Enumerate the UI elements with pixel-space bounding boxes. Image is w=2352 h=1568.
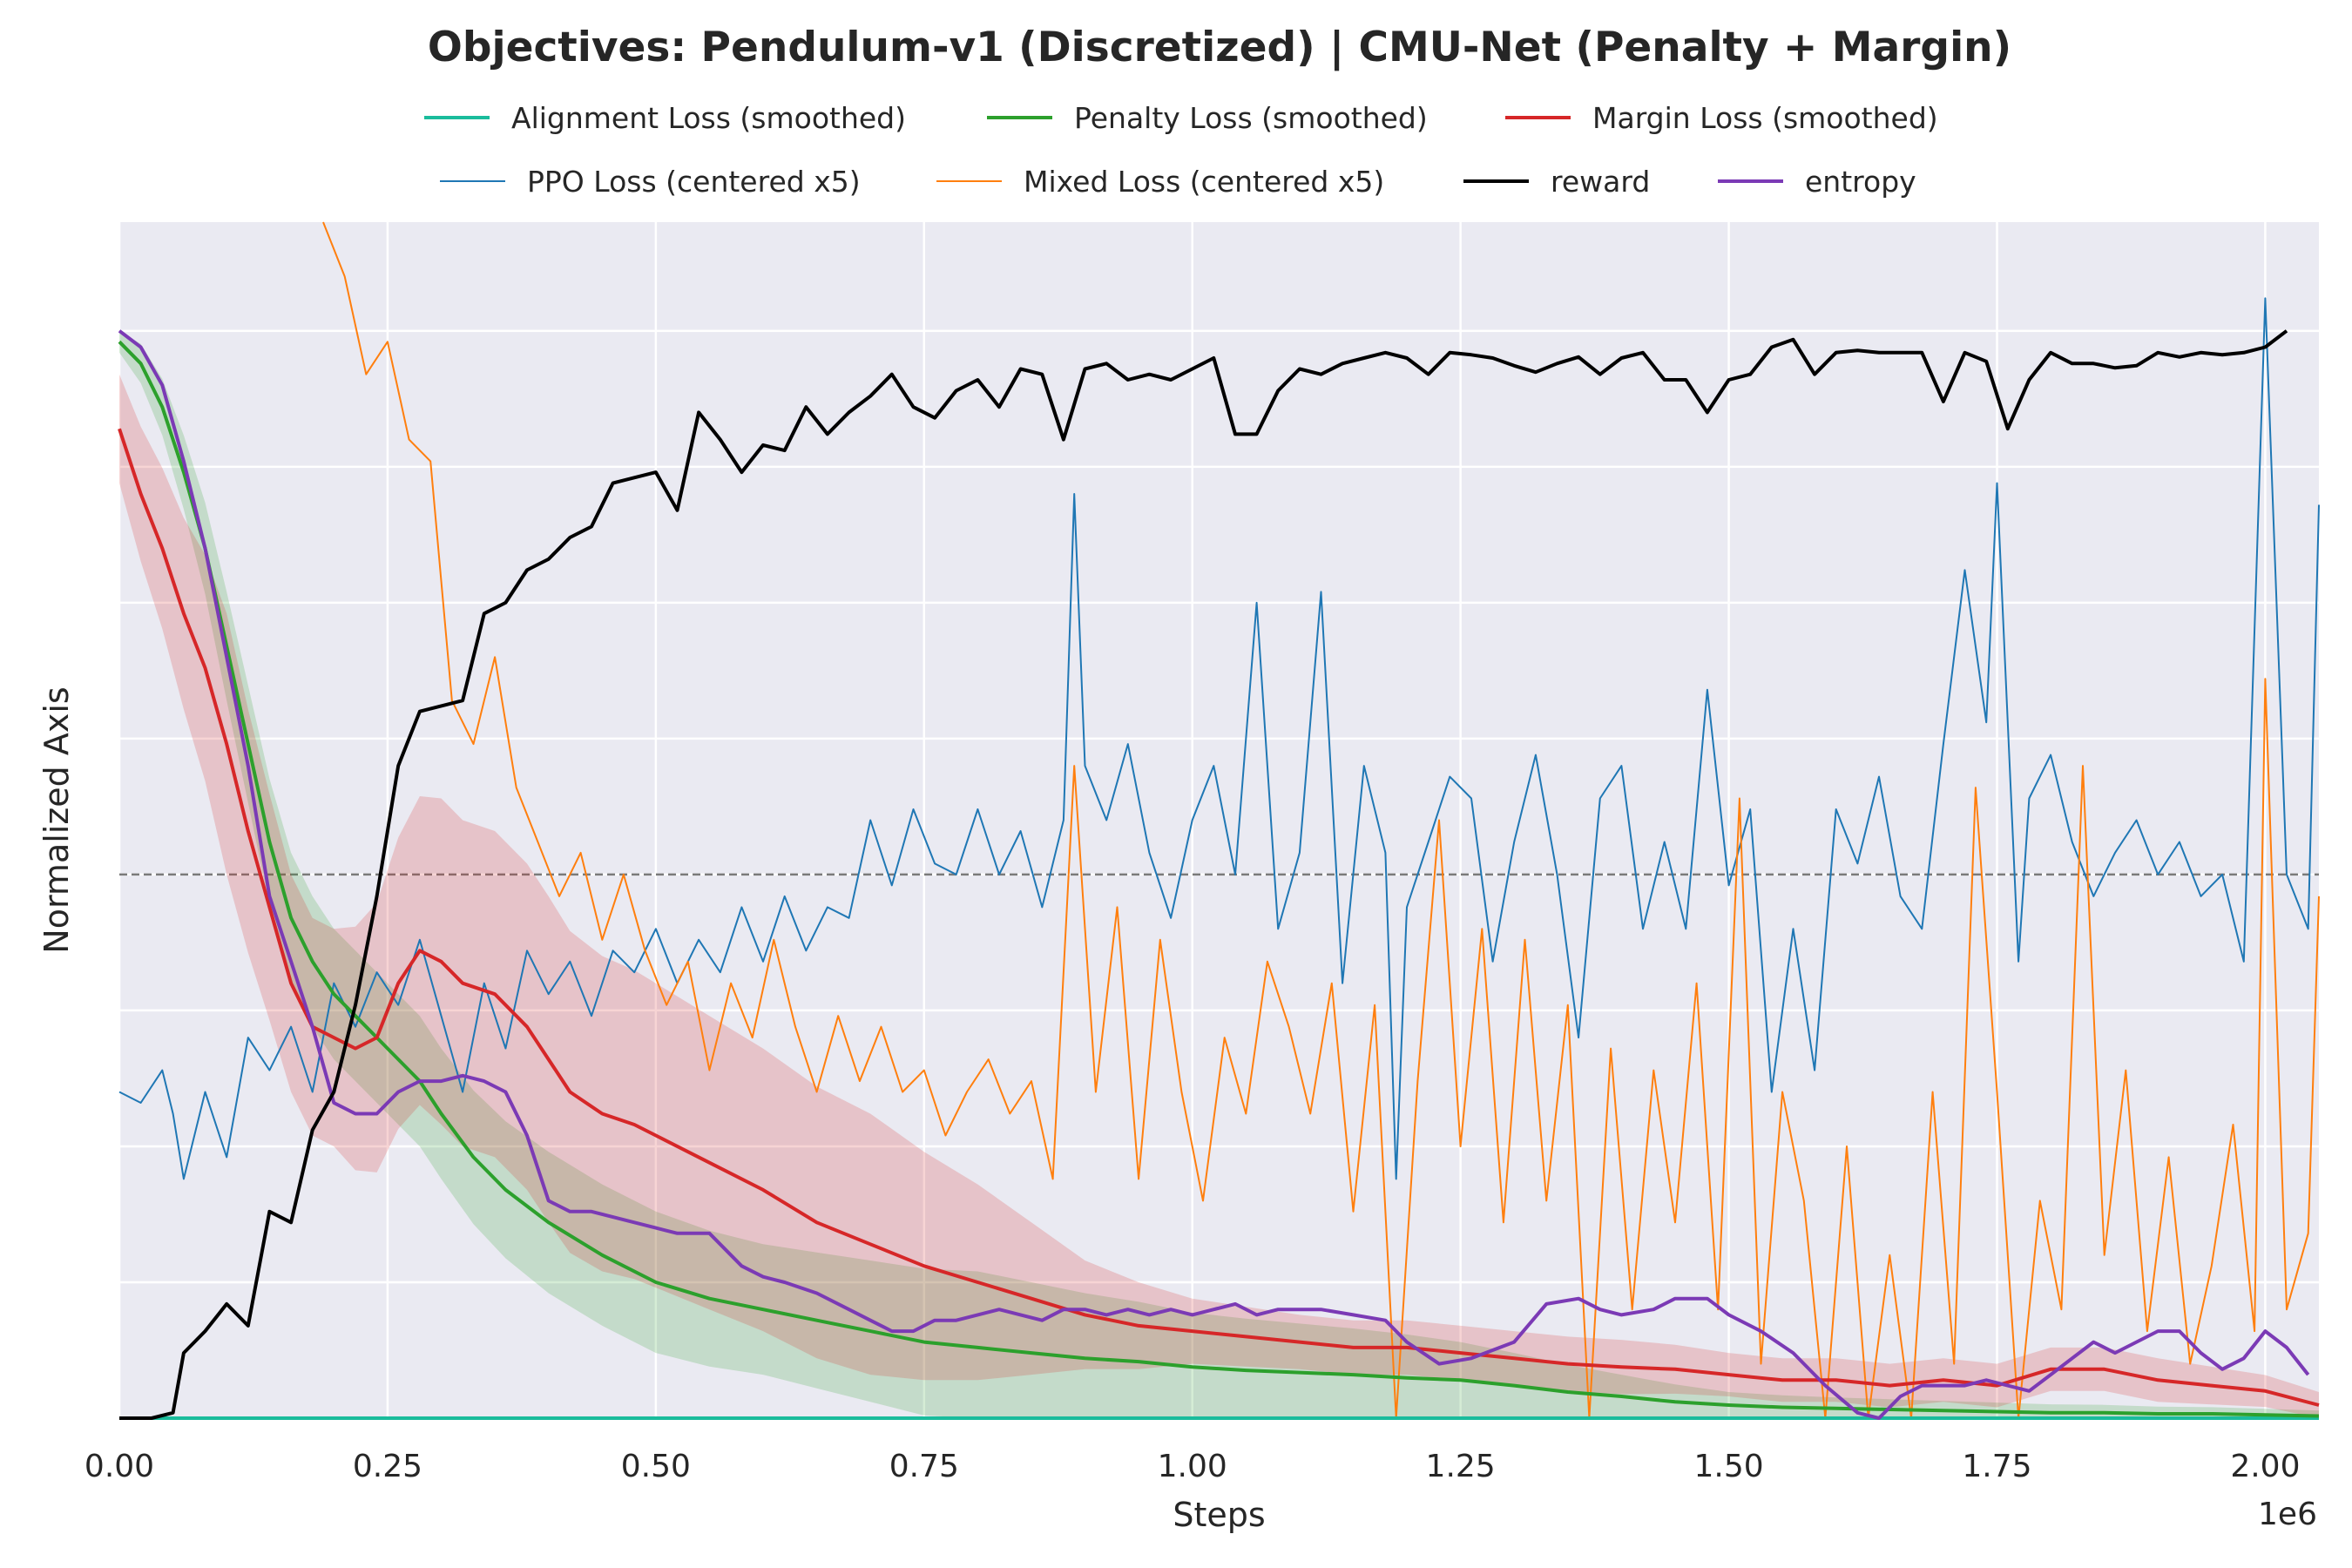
legend-label: Mixed Loss (centered x5) (1024, 165, 1384, 199)
x-tick-label: 2.00 (2230, 1449, 2300, 1484)
legend: Alignment Loss (smoothed) Penalty Loss (s… (424, 101, 1938, 199)
legend-item-margin-loss-smoothed: Margin Loss (smoothed) (1505, 101, 1938, 135)
y-axis-label: Normalized Axis (37, 686, 76, 953)
x-tick-label: 1.50 (1693, 1449, 1763, 1484)
x-offset-label: 1e6 (2258, 1497, 2317, 1532)
legend-label: Margin Loss (smoothed) (1592, 101, 1938, 135)
confidence-bands (119, 330, 2319, 1419)
series-line-entropy (118, 329, 2310, 1420)
legend-label: PPO Loss (centered x5) (527, 165, 861, 199)
x-tick-label: 1.75 (1962, 1449, 2031, 1484)
series-line-mixed-loss-centered-x5 (322, 221, 2320, 1419)
legend-item-penalty-loss-smoothed: Penalty Loss (smoothed) (987, 101, 1428, 135)
x-axis-ticks: 0.00 0.25 0.50 0.75 1.00 1.25 1.50 1.75 2.00 (84, 1449, 2301, 1484)
series-line-penalty-loss-smoothed (118, 340, 2320, 1418)
x-tick-label: 0.25 (353, 1449, 422, 1484)
x-axis-label: Steps (1173, 1496, 1265, 1534)
legend-item-alignment-loss-smoothed: Alignment Loss (smoothed) (424, 101, 906, 135)
plot-area (119, 222, 2319, 1418)
series-lines (118, 221, 2320, 1420)
legend-label: reward (1551, 165, 1650, 199)
legend-item-entropy: entropy (1718, 165, 1916, 199)
x-tick-label: 0.50 (621, 1449, 691, 1484)
series-line-ppo-loss-centered-x5 (118, 297, 2320, 1180)
series-line-reward (119, 329, 2288, 1420)
legend-item-ppo-loss-centered-x5: PPO Loss (centered x5) (440, 165, 861, 199)
band-margin-loss-smoothed (119, 374, 2319, 1419)
legend-label: Alignment Loss (smoothed) (511, 101, 906, 135)
x-tick-label: 0.00 (84, 1449, 154, 1484)
chart-title: Objectives: Pendulum-v1 (Discretized) | … (428, 24, 2011, 71)
x-tick-label: 1.25 (1426, 1449, 1496, 1484)
legend-label: entropy (1805, 165, 1916, 199)
x-tick-label: 1.00 (1158, 1449, 1227, 1484)
x-tick-label: 0.75 (889, 1449, 959, 1484)
legend-item-mixed-loss-centered-x5: Mixed Loss (centered x5) (936, 165, 1384, 199)
legend-item-reward: reward (1463, 165, 1650, 199)
legend-label: Penalty Loss (smoothed) (1074, 101, 1428, 135)
